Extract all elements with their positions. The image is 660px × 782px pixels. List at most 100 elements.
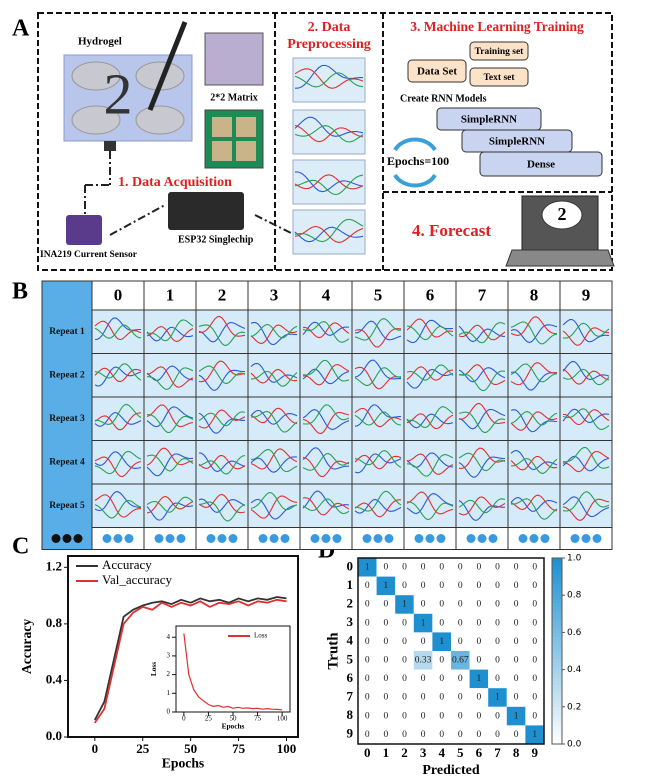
heatmap-cell: [525, 651, 544, 670]
electrode: [71, 61, 121, 91]
thumbnail-curve: [510, 494, 558, 512]
cell-label: 0: [402, 693, 407, 703]
thumbnail-curve: [354, 411, 402, 426]
dot: [206, 534, 216, 543]
thumbnail-curve: [146, 326, 194, 342]
header-cell: [143, 280, 197, 311]
header-cell: [195, 280, 249, 311]
label: 2*2 Matrix: [210, 92, 258, 103]
cell: [351, 440, 405, 485]
cell-label: 0: [384, 674, 389, 684]
legend-label: Val_accuracy: [102, 572, 173, 587]
colorbar-step: [552, 736, 562, 741]
thumbnail-curve: [458, 447, 506, 469]
x-tick-label: 25: [136, 741, 150, 756]
thumbnail-curve: [198, 369, 245, 391]
colorbar-step: [552, 673, 562, 678]
cell-label: 0: [365, 655, 370, 665]
y-axis-label: Loss: [149, 662, 158, 676]
thumbnail-curve: [406, 454, 454, 477]
line-series: [94, 598, 287, 724]
heatmap-cell: [469, 558, 489, 577]
cell-label: 0: [495, 581, 500, 591]
cell-label: 0: [439, 730, 444, 740]
cell-label: 0: [458, 600, 463, 610]
cell-label: 0: [421, 600, 426, 610]
cell: [403, 440, 457, 485]
thumbnail-curve: [458, 325, 506, 343]
y-tick-label: 9: [347, 726, 354, 741]
heatmap-cell: [376, 688, 396, 707]
heatmap-cell: [432, 632, 451, 651]
thumbnail-curve: [354, 407, 402, 428]
heatmap-cell: [451, 558, 470, 577]
colorbar-step: [552, 714, 562, 719]
heatmap-cell: [525, 725, 544, 744]
thumbnail-curve: [250, 498, 298, 520]
colorbar-step: [552, 647, 562, 652]
heatmap-cell: [525, 613, 544, 633]
thumbnail-curve: [406, 493, 454, 515]
heatmap-cell: [451, 706, 470, 726]
dot: [362, 534, 372, 543]
thumbnail-curve: [510, 316, 558, 336]
cell-label: 0: [514, 637, 519, 647]
x-tick-label: 100: [277, 741, 297, 756]
wire: [254, 214, 296, 236]
cell-label: 0: [514, 562, 519, 572]
heatmap-cell: [376, 576, 396, 596]
thumbnail-curve: [562, 322, 610, 339]
thumbnail-curve: [562, 408, 610, 430]
header-cell: [403, 280, 457, 311]
y-tick-label: 3: [347, 614, 354, 629]
thumbnail-curve: [354, 367, 402, 387]
dot: [102, 534, 112, 543]
thumbnail-curve: [250, 492, 298, 511]
cell-label: 0: [514, 674, 519, 684]
column-header: 0: [114, 285, 123, 304]
heatmap-cell: [506, 669, 526, 689]
heatmap-cell: [488, 558, 507, 577]
dot: [540, 534, 550, 543]
x-tick-label: 7: [494, 745, 501, 760]
heatmap-cell: [469, 651, 489, 670]
heatmap-cell: [376, 706, 396, 726]
cell-label: 0: [439, 618, 444, 628]
thumbnail-curve: [146, 495, 194, 514]
thumbnail-curve: [302, 321, 350, 343]
colorbar-step: [552, 624, 562, 630]
cell-label: 0: [458, 674, 463, 684]
cell-label: 0: [458, 618, 463, 628]
colorbar-step: [552, 658, 562, 663]
colorbar-step: [552, 732, 562, 738]
cell-label: 0: [495, 618, 500, 628]
heatmap-cell: [413, 651, 433, 670]
heatmap-cell: [395, 613, 414, 633]
cell-label: 0: [477, 618, 482, 628]
thumbnail-curve: [294, 174, 364, 196]
cycle-arrow: [393, 137, 437, 152]
panel-label: A: [12, 16, 30, 42]
x-tick-label: 50: [184, 741, 197, 756]
heatmap-cell: [395, 595, 414, 614]
colorbar-step: [552, 576, 562, 581]
cell: [507, 440, 561, 485]
heatmap-cell: [395, 706, 414, 726]
thumbnail-curve: [146, 366, 194, 388]
thumbnail-curve: [355, 320, 402, 341]
thumbnail: [292, 159, 366, 205]
heatmap-cell: [432, 725, 451, 744]
colorbar-step: [552, 729, 562, 734]
thumbnail-curve: [406, 318, 454, 338]
column-header: 9: [582, 285, 591, 304]
heatmap-cell: [488, 706, 507, 726]
y-tick-label: 3: [167, 652, 171, 660]
heatmap-cell: [469, 632, 489, 651]
cell: [195, 440, 249, 485]
column-header: 2: [218, 285, 227, 304]
colorbar-step: [552, 717, 562, 723]
thumbnail-curve: [250, 449, 298, 473]
cell-label: 0: [532, 562, 537, 572]
